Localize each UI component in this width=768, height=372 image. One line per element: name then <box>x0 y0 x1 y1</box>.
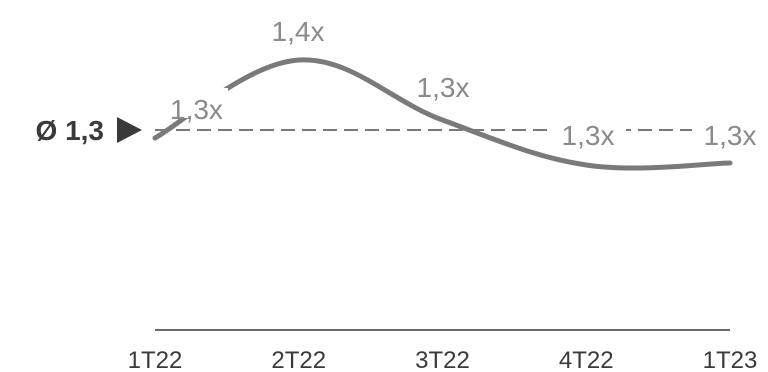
data-label-1T23: 1,3x <box>704 120 757 151</box>
x-tick-labels: 1T22 2T22 3T22 4T22 1T23 <box>128 347 758 372</box>
average-label: Ø 1,3 <box>36 115 104 146</box>
x-tick-label-2T22: 2T22 <box>271 347 326 372</box>
x-tick-label-1T23: 1T23 <box>703 347 758 372</box>
data-label-3T22: 1,3x <box>417 72 470 103</box>
series-line-group <box>152 57 733 171</box>
average-marker-triangle <box>117 117 142 143</box>
average-line-group: Ø 1,3 <box>36 115 768 153</box>
data-label-1T22: 1,3x <box>170 94 223 125</box>
data-label-bg <box>550 119 626 153</box>
x-tick-label-4T22: 4T22 <box>559 347 614 372</box>
series-line <box>152 57 733 171</box>
data-label-bg <box>692 119 768 153</box>
data-label-bg <box>178 88 228 118</box>
data-label-2T22: 1,4x <box>272 16 325 47</box>
data-label-4T22: 1,3x <box>562 120 615 151</box>
data-labels: 1,3x 1,4x 1,3x 1,3x 1,3x <box>170 16 756 151</box>
x-tick-label-3T22: 3T22 <box>415 347 470 372</box>
x-tick-label-1T22: 1T22 <box>128 347 183 372</box>
